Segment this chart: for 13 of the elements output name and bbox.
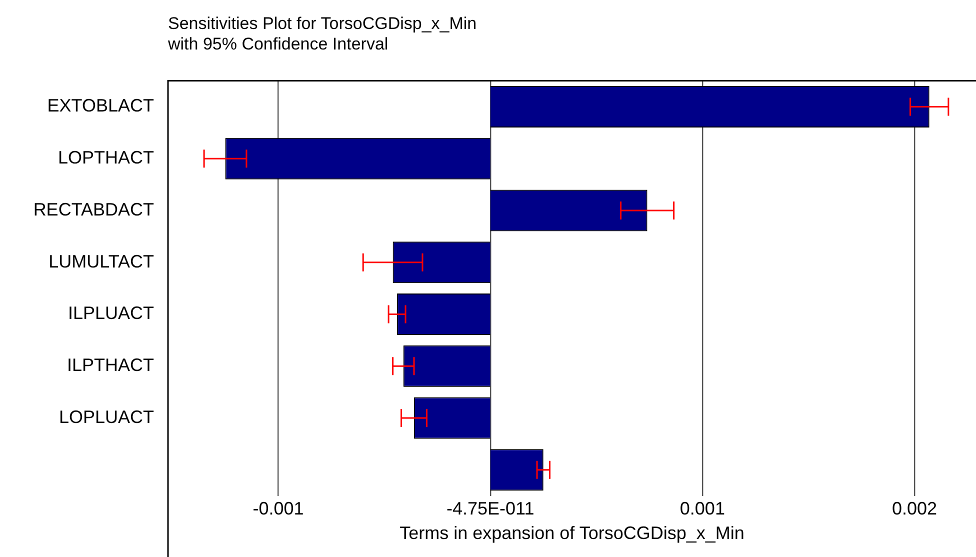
x-tick-label: -0.001 bbox=[252, 498, 304, 519]
chart-title: Sensitivities Plot for TorsoCGDisp_x_Min with 95% Confidence Interval bbox=[167, 14, 477, 54]
y-tick-label: LUMULTACT bbox=[48, 251, 154, 272]
x-axis-title: Terms in expansion of TorsoCGDisp_x_Min bbox=[400, 523, 744, 544]
y-tick-label: EXTOBLACT bbox=[47, 96, 154, 116]
x-tick-label: 0.001 bbox=[680, 498, 725, 519]
y-tick-label: LOPTHACT bbox=[58, 148, 154, 168]
y-tick-label: ILPTHACT bbox=[66, 355, 154, 376]
x-tick-label: 0.002 bbox=[892, 498, 938, 519]
y-tick-label: LOPLUACT bbox=[58, 406, 154, 427]
y-tick-label: RECTABDACT bbox=[33, 199, 154, 220]
x-tick-label: -4.75E-011 bbox=[446, 498, 534, 519]
y-tick-label: ILPLUACT bbox=[68, 303, 154, 324]
